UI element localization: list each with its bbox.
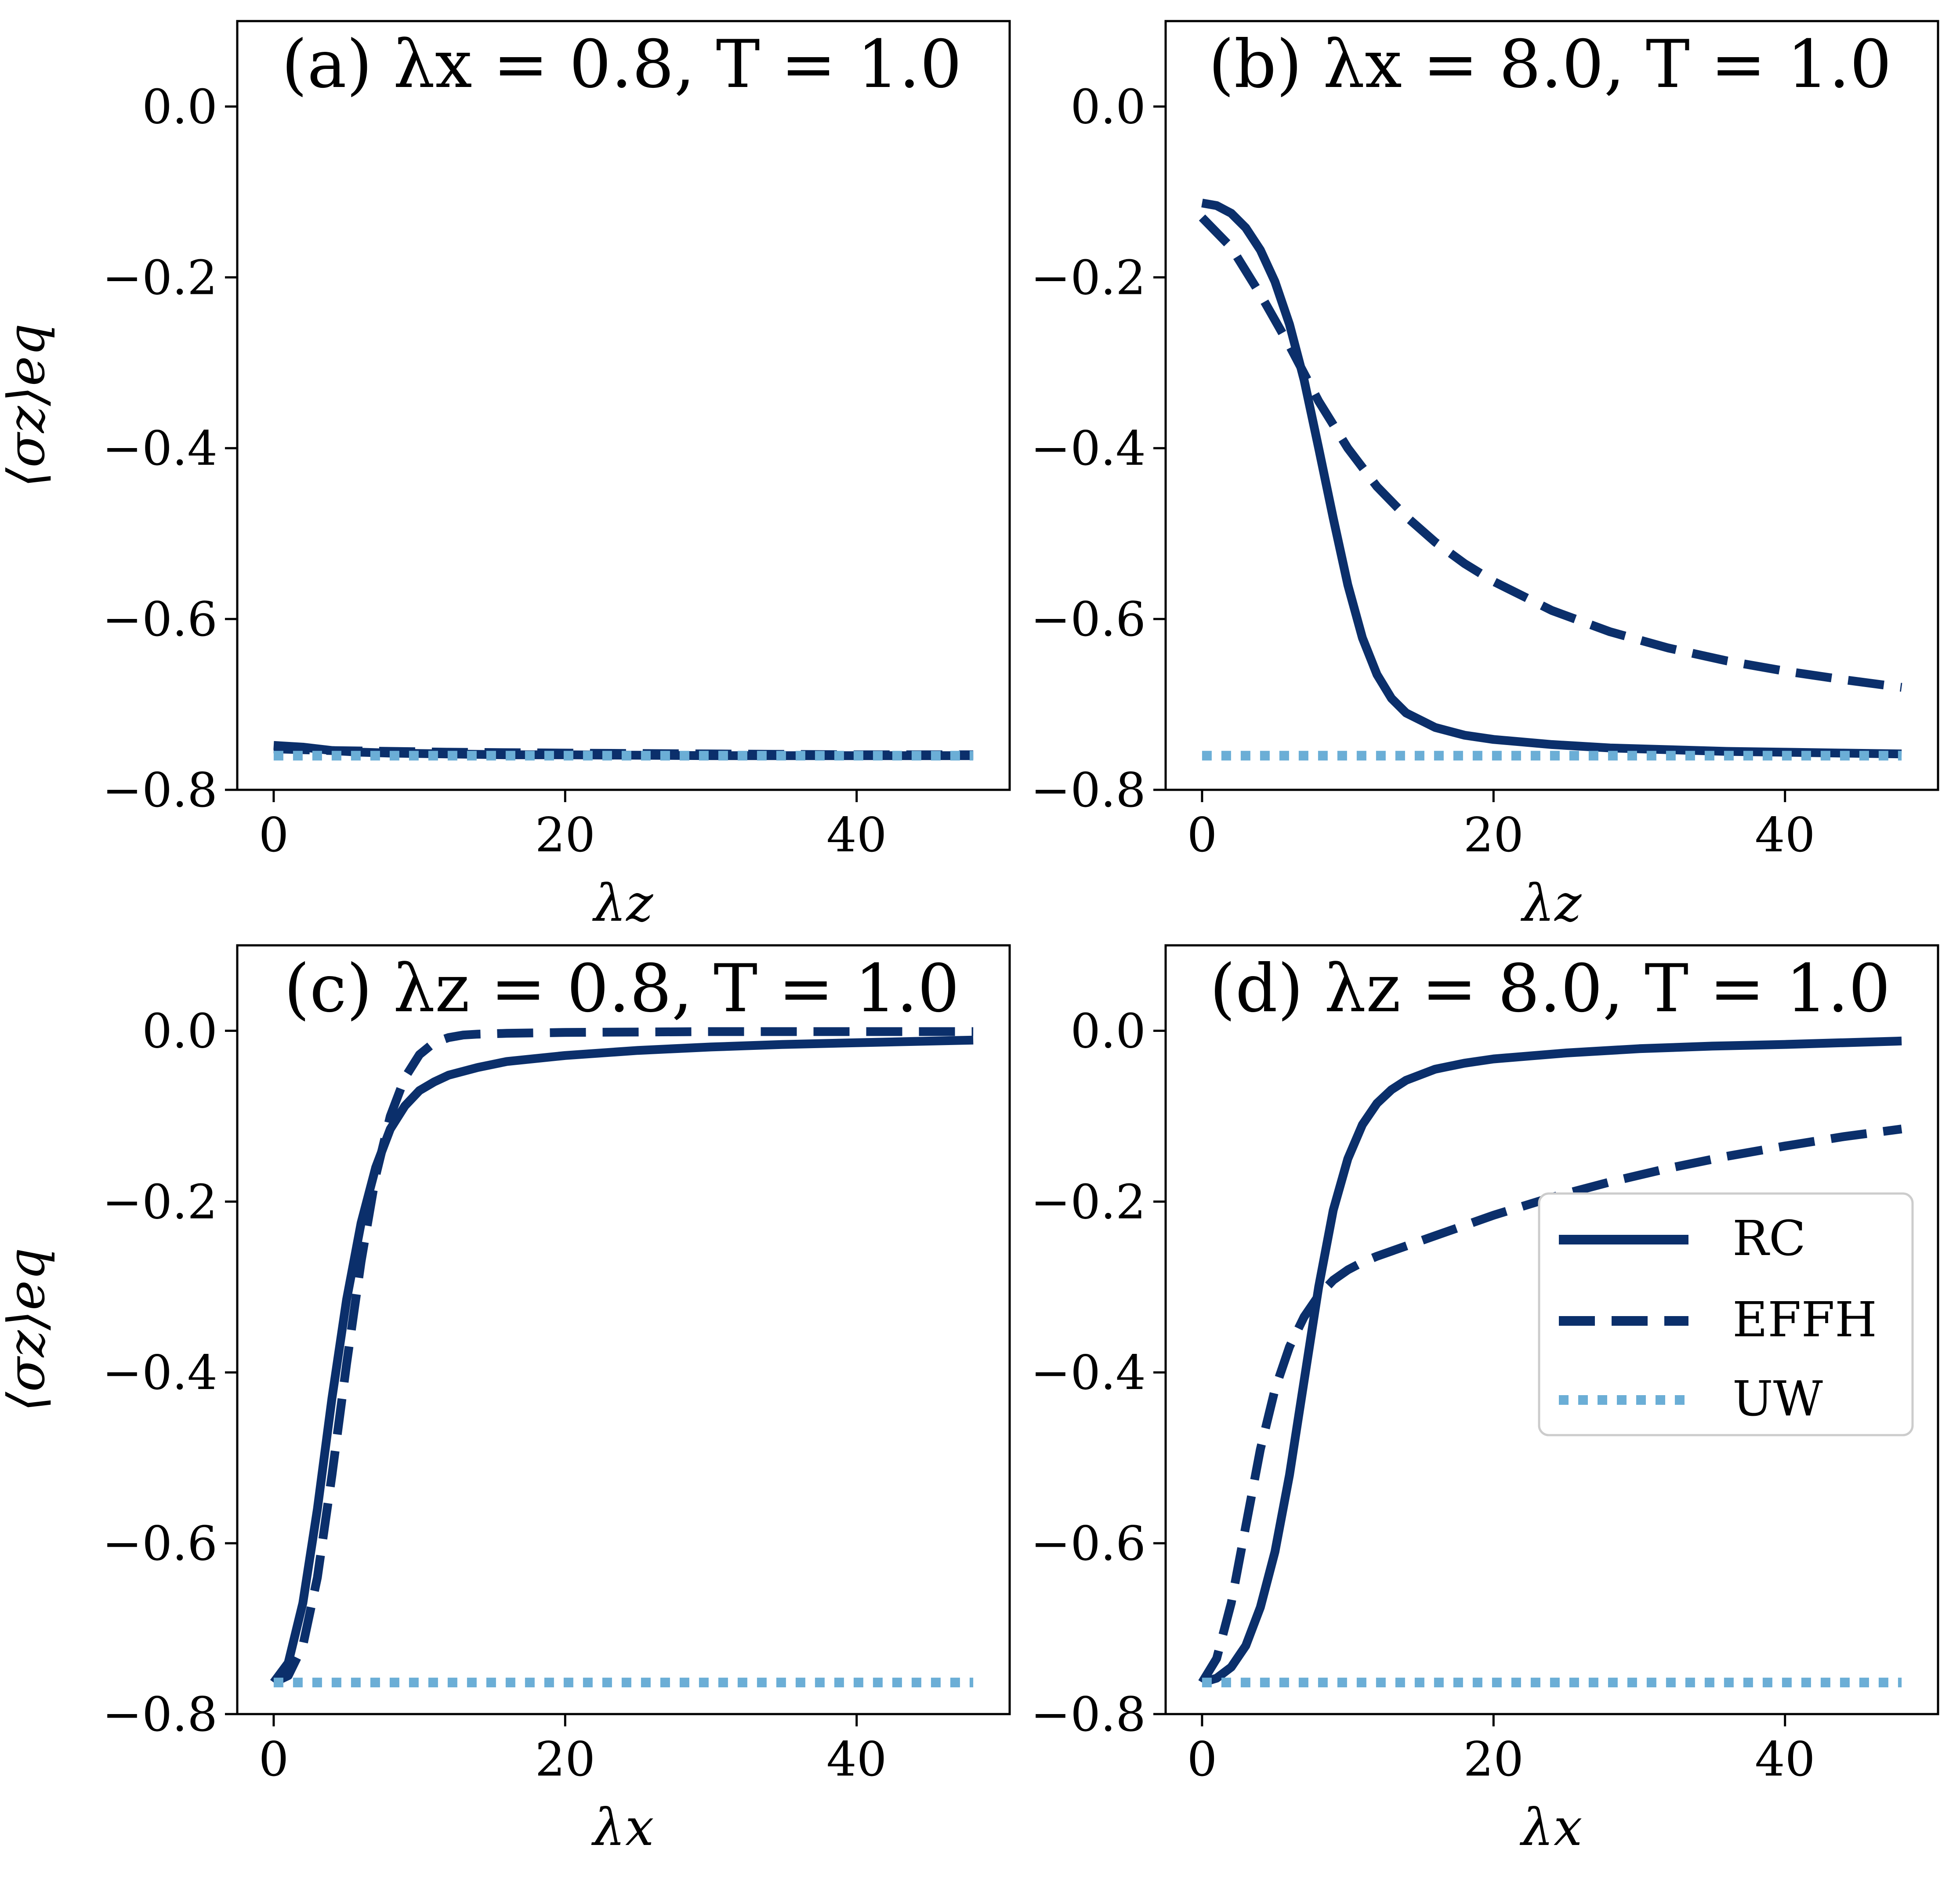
panel-a-xtick-2: 40 [826, 808, 887, 863]
panel-b: (b) λx = 8.0, T = 1.0 0 20 40 0.0 −0.2 −… [1031, 20, 1939, 933]
panel-c-effh-line [272, 1027, 974, 1687]
panel-d-effh-line [1198, 1125, 1902, 1685]
panel-d-ytick-4: −0.8 [1031, 1687, 1146, 1742]
panel-b-ytick-3: −0.6 [1031, 592, 1146, 647]
panel-a-ytick-2: −0.4 [102, 421, 217, 476]
panel-a-xtick-1: 20 [535, 808, 595, 863]
panel-c-plot-area [270, 1027, 974, 1688]
panel-c-frame [236, 944, 1011, 1715]
panel-c-rc-line [270, 1035, 974, 1686]
panel-c-ylabel: ⟨σz⟩eq [0, 1248, 56, 1412]
panel-a-xlabel: λz [592, 874, 654, 933]
panel-d-xtick-1: 20 [1464, 1732, 1524, 1787]
panel-d-ytick-1: −0.2 [1031, 1175, 1146, 1230]
panel-b-frame [1164, 20, 1939, 791]
panel-b-xtick-2: 40 [1755, 808, 1815, 863]
panel-c-ytick-3: −0.6 [102, 1516, 217, 1571]
panel-d-plot-area [1198, 1036, 1902, 1688]
panel-b-ytick-1: −0.2 [1031, 250, 1146, 305]
panel-a: (a) λx = 0.8, T = 1.0 0 20 40 0.0 −0.2 −… [0, 20, 1011, 933]
panel-a-ytick-3: −0.6 [102, 592, 217, 647]
panel-b-rc-line [1201, 199, 1902, 759]
panel-d-frame [1164, 944, 1939, 1715]
panel-d-ytick-2: −0.4 [1031, 1346, 1146, 1400]
panel-c-ytick-1: −0.2 [102, 1175, 217, 1230]
legend-uw-label: UW [1732, 1371, 1823, 1427]
panel-c-xtick-2: 40 [826, 1732, 887, 1787]
panel-b-xtick-1: 20 [1464, 808, 1524, 863]
legend-rc-label: RC [1732, 1210, 1806, 1266]
panel-a-ytick-0: 0.0 [142, 80, 217, 134]
panel-a-plot-area [273, 741, 974, 761]
panel-c-xtick-0: 0 [259, 1732, 289, 1787]
panel-b-plot-area [1199, 199, 1902, 761]
legend: RC EFFH UW [1538, 1192, 1914, 1436]
panel-c-ytick-4: −0.8 [102, 1687, 217, 1742]
panel-d-xlabel: λx [1520, 1798, 1583, 1857]
panel-a-frame [236, 20, 1011, 791]
panel-d-ytick-3: −0.6 [1031, 1516, 1146, 1571]
panel-a-ylabel: ⟨σz⟩eq [0, 323, 56, 488]
panel-a-xtick-0: 0 [259, 808, 289, 863]
panel-b-title: (b) λx = 8.0, T = 1.0 [1208, 26, 1891, 103]
panel-c-xtick-1: 20 [535, 1732, 595, 1787]
panel-d-title: (d) λz = 8.0, T = 1.0 [1210, 951, 1890, 1027]
panel-d: (d) λz = 8.0, T = 1.0 0 20 40 0.0 −0.2 −… [1031, 944, 1939, 1857]
panel-b-ytick-0: 0.0 [1070, 80, 1146, 134]
panel-d-xtick-0: 0 [1187, 1732, 1217, 1787]
legend-effh-label: EFFH [1732, 1291, 1877, 1348]
panel-b-ytick-4: −0.8 [1031, 763, 1146, 818]
panel-c: (c) λz = 0.8, T = 1.0 0 20 40 0.0 −0.2 −… [0, 944, 1011, 1857]
panel-b-ytick-2: −0.4 [1031, 421, 1146, 476]
legend-box [1538, 1192, 1914, 1436]
panel-b-xtick-0: 0 [1187, 808, 1217, 863]
panel-c-xlabel: λx [591, 1798, 654, 1857]
panel-d-ytick-0: 0.0 [1070, 1004, 1146, 1059]
panel-b-xlabel: λz [1521, 874, 1582, 933]
panel-c-title: (c) λz = 0.8, T = 1.0 [284, 951, 959, 1027]
panel-c-ytick-2: −0.4 [102, 1346, 217, 1400]
panel-c-ytick-0: 0.0 [142, 1004, 217, 1059]
panel-d-xtick-2: 40 [1755, 1732, 1815, 1787]
panel-a-title: (a) λx = 0.8, T = 1.0 [282, 26, 962, 103]
panel-d-rc-line [1201, 1036, 1902, 1687]
panel-a-ytick-1: −0.2 [102, 250, 217, 305]
panel-a-ytick-4: −0.8 [102, 763, 217, 818]
